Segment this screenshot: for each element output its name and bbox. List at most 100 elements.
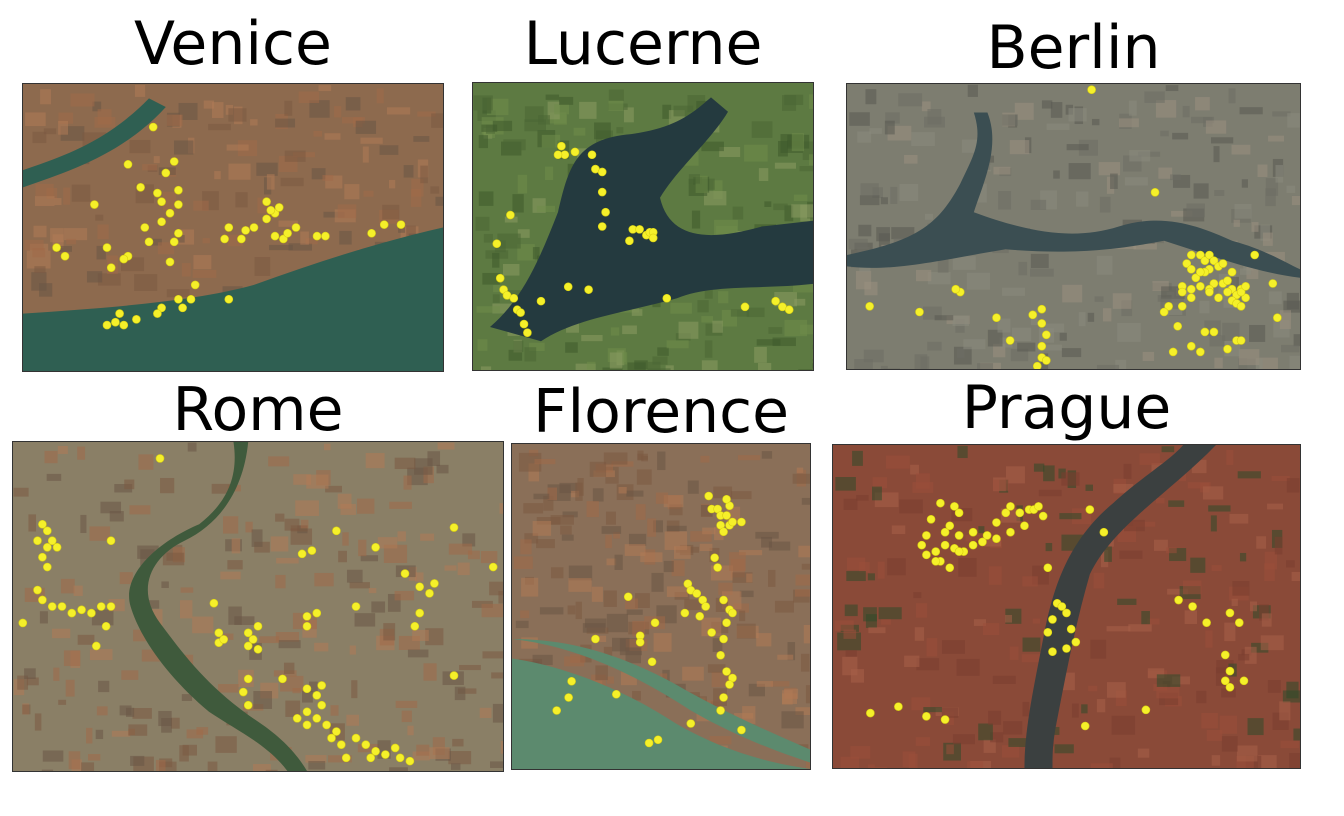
photo-location-dot[interactable] (915, 307, 924, 317)
photo-location-dot[interactable] (115, 309, 124, 318)
map-lucerne[interactable] (472, 82, 814, 371)
photo-location-dot[interactable] (519, 319, 529, 329)
photo-location-dot[interactable] (737, 725, 746, 735)
photo-location-dot[interactable] (243, 628, 253, 638)
photo-location-dot[interactable] (42, 562, 52, 572)
photo-location-dot[interactable] (136, 183, 145, 192)
photo-location-dot[interactable] (1028, 310, 1038, 320)
photo-location-dot[interactable] (722, 511, 731, 520)
photo-location-dot[interactable] (209, 598, 219, 608)
photo-location-dot[interactable] (161, 168, 171, 178)
photo-location-dot[interactable] (106, 263, 116, 272)
photo-location-dot[interactable] (1164, 302, 1173, 311)
photo-location-dot[interactable] (954, 508, 964, 518)
photo-location-dot[interactable] (367, 228, 376, 238)
photo-location-dot[interactable] (312, 714, 322, 723)
photo-location-dot[interactable] (931, 547, 941, 556)
photo-location-dot[interactable] (302, 684, 312, 694)
photo-location-dot[interactable] (1043, 563, 1053, 573)
photo-location-dot[interactable] (926, 514, 936, 524)
photo-location-dot[interactable] (1205, 250, 1214, 260)
photo-location-dot[interactable] (155, 454, 165, 463)
photo-location-dot[interactable] (945, 521, 955, 531)
photo-location-dot[interactable] (1209, 279, 1219, 288)
photo-location-dot[interactable] (992, 313, 1001, 322)
photo-location-dot[interactable] (725, 680, 734, 689)
photo-location-dot[interactable] (1196, 347, 1205, 357)
photo-location-dot[interactable] (1209, 256, 1219, 265)
photo-location-dot[interactable] (1225, 682, 1235, 692)
photo-location-dot[interactable] (1191, 273, 1201, 283)
photo-location-dot[interactable] (1099, 527, 1109, 537)
photo-location-dot[interactable] (297, 549, 307, 559)
photo-location-dot[interactable] (1006, 527, 1015, 537)
photo-location-dot[interactable] (866, 708, 875, 718)
photo-location-dot[interactable] (1239, 676, 1249, 686)
photo-location-dot[interactable] (165, 208, 175, 218)
photo-location-dot[interactable] (587, 150, 597, 160)
photo-location-dot[interactable] (302, 707, 312, 717)
photo-location-dot[interactable] (597, 222, 607, 231)
photo-location-dot[interactable] (38, 595, 47, 605)
photo-location-dot[interactable] (716, 706, 725, 715)
photo-location-dot[interactable] (1200, 327, 1210, 337)
photo-location-dot[interactable] (1202, 618, 1211, 627)
photo-location-dot[interactable] (635, 637, 645, 647)
photo-location-dot[interactable] (1015, 508, 1025, 518)
photo-location-dot[interactable] (710, 553, 719, 563)
photo-location-dot[interactable] (1037, 319, 1047, 328)
photo-location-dot[interactable] (597, 167, 607, 177)
photo-location-dot[interactable] (1186, 293, 1196, 303)
photo-location-dot[interactable] (174, 200, 183, 209)
photo-location-dot[interactable] (1218, 259, 1228, 268)
photo-location-dot[interactable] (1062, 608, 1071, 618)
photo-location-dot[interactable] (186, 294, 196, 304)
photo-location-dot[interactable] (381, 750, 390, 759)
photo-location-dot[interactable] (950, 502, 959, 511)
photo-location-dot[interactable] (169, 237, 179, 247)
photo-location-dot[interactable] (1020, 521, 1029, 531)
photo-location-dot[interactable] (650, 618, 660, 628)
photo-location-dot[interactable] (106, 536, 116, 545)
photo-location-dot[interactable] (954, 547, 964, 556)
photo-location-dot[interactable] (1209, 327, 1219, 337)
photo-location-dot[interactable] (390, 743, 400, 753)
photo-location-dot[interactable] (430, 579, 439, 588)
photo-location-dot[interactable] (1042, 356, 1051, 365)
photo-location-dot[interactable] (153, 188, 162, 198)
photo-location-dot[interactable] (214, 628, 224, 638)
photo-location-dot[interactable] (279, 234, 288, 244)
photo-location-dot[interactable] (57, 602, 67, 611)
photo-location-dot[interactable] (174, 228, 183, 238)
photo-location-dot[interactable] (1234, 618, 1244, 627)
photo-location-dot[interactable] (119, 254, 129, 264)
photo-location-dot[interactable] (653, 735, 663, 745)
photo-location-dot[interactable] (400, 569, 410, 578)
photo-location-dot[interactable] (253, 644, 263, 654)
photo-location-dot[interactable] (1236, 302, 1246, 311)
photo-location-dot[interactable] (351, 733, 361, 743)
photo-location-dot[interactable] (784, 305, 794, 315)
photo-location-dot[interactable] (1182, 259, 1192, 268)
photo-location-dot[interactable] (648, 233, 658, 243)
photo-location-dot[interactable] (644, 738, 654, 748)
map-florence[interactable] (511, 443, 811, 770)
photo-location-dot[interactable] (249, 223, 259, 232)
photo-location-dot[interactable] (728, 517, 737, 527)
photo-location-dot[interactable] (1066, 624, 1076, 634)
photo-location-dot[interactable] (52, 542, 62, 552)
photo-location-dot[interactable] (1032, 361, 1042, 369)
photo-location-dot[interactable] (157, 197, 166, 206)
photo-location-dot[interactable] (415, 608, 425, 618)
photo-location-dot[interactable] (716, 650, 725, 660)
photo-location-dot[interactable] (292, 714, 302, 723)
photo-location-dot[interactable] (336, 740, 346, 749)
photo-location-dot[interactable] (951, 284, 961, 294)
photo-location-dot[interactable] (106, 602, 116, 611)
photo-location-dot[interactable] (584, 285, 593, 294)
photo-location-dot[interactable] (302, 720, 312, 730)
photo-location-dot[interactable] (945, 563, 955, 573)
photo-location-dot[interactable] (33, 536, 42, 545)
photo-location-dot[interactable] (341, 753, 351, 763)
photo-location-dot[interactable] (1062, 644, 1071, 653)
